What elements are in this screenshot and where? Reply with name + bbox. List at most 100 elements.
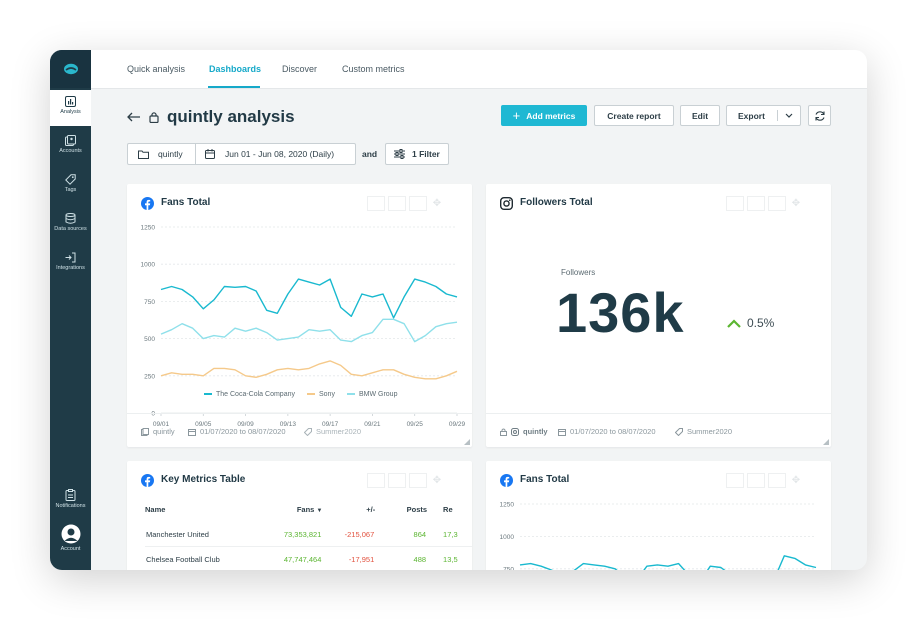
drag-handle-icon[interactable]: ✥ — [791, 475, 801, 486]
card-download-icon[interactable] — [388, 473, 406, 488]
avatar-icon — [61, 524, 80, 544]
legend-label: Sony — [318, 391, 335, 398]
resize-handle-icon[interactable] — [823, 439, 829, 445]
table-row[interactable]: Manchester United 73,353,821 -215,067 86… — [145, 522, 472, 547]
facebook-icon — [500, 474, 513, 487]
card-refresh-icon[interactable] — [726, 473, 744, 488]
y-tick-label: 1000 — [141, 262, 156, 269]
card-download-icon[interactable] — [747, 196, 765, 211]
card-refresh-icon[interactable] — [367, 196, 385, 211]
filter-count-label: 1 Filter — [412, 149, 440, 159]
card-more-icon[interactable] — [409, 473, 427, 488]
table-header-row: Name Fans ▼ +/- Posts Re — [145, 503, 472, 522]
y-tick-label: 0 — [151, 411, 155, 418]
date-range-select[interactable]: Jun 01 - Jun 08, 2020 (Daily) — [225, 149, 335, 159]
tab-dashboards[interactable]: Dashboards — [209, 64, 262, 74]
sidebar: Analysis Accounts Tags Data sources Inte… — [50, 50, 91, 570]
y-tick-label: 1000 — [500, 534, 515, 541]
card-footer: quintly 01/07/2020 to 08/07/2020 Summer2… — [486, 413, 831, 447]
sidebar-item-label: Data sources — [54, 226, 87, 232]
create-report-button[interactable]: Create report — [594, 105, 674, 126]
column-header-change[interactable]: +/- — [366, 504, 376, 514]
export-button[interactable]: Export — [726, 105, 801, 126]
table-row[interactable]: Chelsea Football Club 47,747,464 -17,951… — [145, 546, 472, 570]
footer-tag: Summer2020 — [675, 427, 732, 436]
y-tick-label: 500 — [144, 336, 155, 343]
folder-select[interactable]: quintly — [158, 149, 183, 159]
legend-item[interactable]: BMW Group — [346, 391, 398, 398]
followers-total-card: Followers Total ✥ Followers 136k 0.5% qu… — [486, 184, 831, 447]
sidebar-item-analysis[interactable]: Analysis — [50, 90, 91, 126]
tab-quick-analysis[interactable]: Quick analysis — [127, 64, 186, 74]
card-download-icon[interactable] — [388, 196, 406, 211]
chart-icon — [65, 96, 76, 107]
tag-icon — [65, 174, 76, 185]
resize-handle-icon[interactable] — [464, 439, 470, 445]
column-header-re[interactable]: Re — [443, 504, 453, 514]
add-metrics-button[interactable]: + Add metrics — [501, 105, 587, 126]
calendar-icon — [188, 428, 196, 436]
footer-date-label: 01/07/2020 to 08/07/2020 — [200, 427, 286, 436]
series-line-sony[interactable] — [160, 360, 458, 380]
footer-date-range: 01/07/2020 to 08/07/2020 — [188, 427, 286, 436]
key-metrics-card: Key Metrics Table ✥ Name Fans ▼ +/- Post… — [127, 461, 472, 570]
refresh-icon — [814, 110, 825, 121]
footer-date-range: 01/07/2020 to 08/07/2020 — [558, 427, 656, 436]
quintly-logo[interactable] — [50, 50, 91, 88]
kpi-change: 0.5% — [727, 316, 774, 330]
sidebar-item-label: Integrations — [56, 265, 85, 271]
top-navigation: Quick analysis Dashboards Discover Custo… — [91, 50, 867, 89]
integrations-icon — [65, 252, 76, 263]
page-header: quintly analysis — [127, 107, 295, 127]
legend-item[interactable]: Sony — [306, 391, 335, 398]
refresh-button[interactable] — [808, 105, 831, 126]
sidebar-item-data-sources[interactable]: Data sources — [50, 207, 91, 243]
legend-label: BMW Group — [358, 391, 398, 398]
card-toolbar: ✥ — [726, 473, 803, 488]
series-line-bmw-group[interactable] — [160, 318, 458, 343]
chevron-down-icon[interactable] — [785, 113, 793, 119]
filter-and-label: and — [362, 149, 378, 159]
app-window: Analysis Accounts Tags Data sources Inte… — [50, 50, 867, 570]
legend-item[interactable]: The Coca-Cola Company — [204, 391, 295, 398]
accounts-icon — [65, 135, 76, 146]
y-tick-label: 750 — [503, 566, 514, 570]
column-header-name[interactable]: Name — [145, 504, 166, 514]
filter-bar: quintly Jun 01 - Jun 08, 2020 (Daily) — [127, 143, 356, 165]
sidebar-item-integrations[interactable]: Integrations — [50, 246, 91, 282]
drag-handle-icon[interactable]: ✥ — [791, 198, 801, 209]
sliders-icon — [394, 149, 405, 159]
drag-handle-icon[interactable]: ✥ — [432, 475, 442, 486]
footer-account-label: quintly — [523, 427, 548, 436]
card-download-icon[interactable] — [747, 473, 765, 488]
tab-custom-metrics[interactable]: Custom metrics — [342, 64, 405, 74]
accounts-icon — [141, 427, 149, 436]
sidebar-item-account[interactable]: Account — [50, 522, 91, 562]
card-more-icon[interactable] — [409, 196, 427, 211]
edit-button[interactable]: Edit — [680, 105, 720, 126]
back-arrow-icon[interactable] — [127, 112, 141, 122]
drag-handle-icon[interactable]: ✥ — [432, 198, 442, 209]
series-line-the-coca-cola-company[interactable] — [160, 278, 458, 319]
tab-discover[interactable]: Discover — [282, 64, 318, 74]
sidebar-item-notifications[interactable]: Notifications — [50, 483, 91, 519]
series-line-the-coca-cola-company[interactable] — [519, 555, 817, 570]
x-tick-label: 09/21 — [364, 421, 381, 428]
filter-button[interactable]: 1 Filter — [385, 143, 449, 165]
x-tick-label: 09/09 — [237, 421, 254, 428]
card-more-icon[interactable] — [768, 196, 786, 211]
key-metrics-table: Name Fans ▼ +/- Posts Re Manchester Unit… — [145, 503, 472, 570]
facebook-icon — [141, 197, 154, 210]
sidebar-item-label: Tags — [64, 187, 77, 193]
calendar-icon — [558, 428, 566, 436]
sort-desc-icon: ▼ — [316, 507, 323, 514]
calendar-icon — [205, 149, 215, 159]
sidebar-item-tags[interactable]: Tags — [50, 168, 91, 204]
cell-re: 17,3 — [427, 522, 472, 547]
sidebar-item-accounts[interactable]: Accounts — [50, 129, 91, 165]
column-header-fans[interactable]: Fans ▼ — [265, 503, 323, 522]
card-more-icon[interactable] — [768, 473, 786, 488]
card-refresh-icon[interactable] — [726, 196, 744, 211]
column-header-posts[interactable]: Posts — [406, 504, 428, 514]
card-refresh-icon[interactable] — [367, 473, 385, 488]
